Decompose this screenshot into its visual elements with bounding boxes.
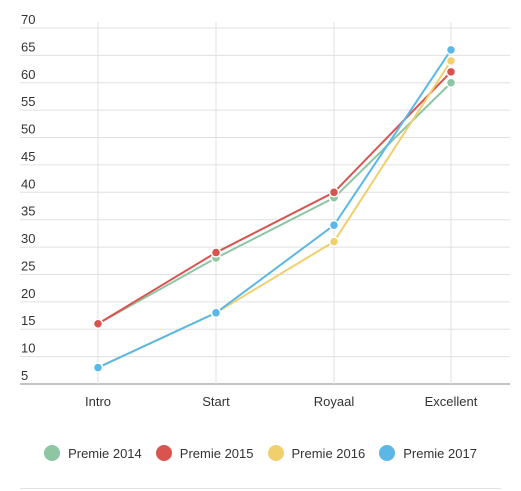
grid — [20, 22, 510, 385]
data-point — [445, 66, 457, 78]
data-point — [210, 307, 222, 319]
series-lines — [97, 49, 452, 369]
legend-item[interactable]: Premie 2017 — [379, 445, 477, 461]
legend-label: Premie 2015 — [179, 445, 254, 461]
legend-swatch — [267, 445, 284, 461]
series-line-1 — [97, 82, 452, 325]
x-tick-label: Intro — [85, 394, 111, 409]
legend-label: Premie 2017 — [403, 445, 477, 461]
series-line-4 — [97, 49, 452, 369]
y-tick-label: 30 — [21, 231, 35, 246]
y-tick-label: 55 — [21, 94, 35, 109]
line-chart: 5 10 15 20 25 30 35 40 45 50 55 60 65 70 Intro Start Ro… — [20, 12, 510, 409]
series-line-2 — [97, 71, 452, 325]
legend-item[interactable]: Premie 2016 — [267, 445, 366, 461]
legend-item[interactable]: Premie 2014 — [44, 445, 142, 461]
data-point — [445, 77, 457, 89]
y-tick-label: 45 — [21, 149, 35, 164]
y-tick-label: 20 — [21, 286, 35, 301]
series-line-3 — [97, 60, 452, 369]
legend-swatch — [379, 445, 396, 461]
data-point — [328, 236, 340, 247]
y-tick-label: 10 — [21, 341, 35, 356]
y-tick-label: 5 — [21, 368, 28, 383]
legend-swatch — [44, 445, 61, 461]
legend-label: Premie 2016 — [291, 445, 366, 461]
bottom-divider — [20, 488, 501, 489]
legend-item[interactable]: Premie 2015 — [155, 445, 254, 461]
data-point — [445, 55, 457, 67]
legend-label: Premie 2014 — [68, 445, 142, 461]
data-point — [92, 362, 104, 373]
legend: Premie 2014 Premie 2015 Premie 2016 Premie … — [0, 440, 521, 466]
legend-swatch — [155, 445, 172, 461]
y-tick-label: 15 — [21, 313, 35, 328]
y-tick-label: 60 — [21, 67, 35, 82]
x-tick-label: Royaal — [314, 394, 355, 409]
data-point — [210, 247, 222, 258]
data-point — [328, 219, 340, 231]
x-axis-ticks: Intro Start Royaal Excellent — [85, 394, 478, 409]
y-tick-label: 35 — [21, 204, 35, 219]
y-tick-label: 65 — [21, 39, 35, 54]
y-tick-label: 25 — [21, 258, 35, 273]
y-tick-label: 40 — [21, 176, 35, 191]
y-tick-label: 70 — [21, 12, 35, 27]
y-tick-label: 50 — [21, 122, 35, 137]
x-tick-label: Start — [202, 394, 230, 409]
y-axis-ticks: 5 10 15 20 25 30 35 40 45 50 55 60 65 70 — [21, 12, 35, 383]
series-points — [92, 44, 457, 373]
x-tick-label: Excellent — [425, 394, 478, 409]
data-point — [445, 44, 457, 56]
data-point — [92, 318, 104, 330]
data-point — [328, 187, 340, 198]
